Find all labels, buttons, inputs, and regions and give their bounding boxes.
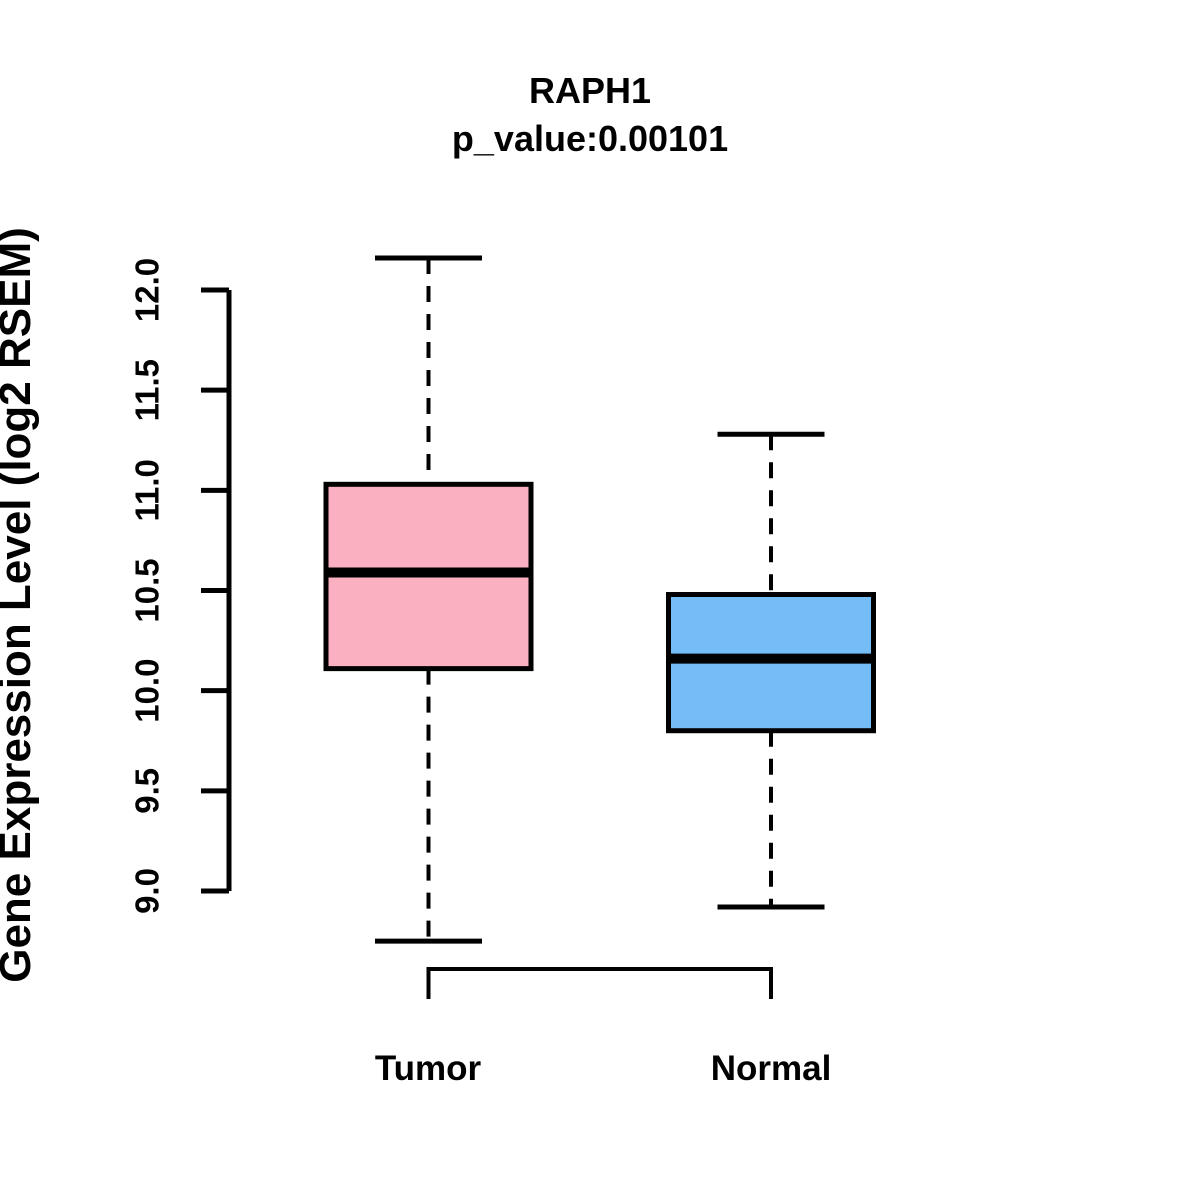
x-axis-bracket [426,967,773,999]
y-axis-tick-label: 9.0 [129,868,166,914]
y-axis-tick-label: 10.0 [129,659,166,723]
chart-title: RAPH1 [529,70,651,111]
chart-subtitle: p_value:0.00101 [452,118,728,159]
y-axis-label: Gene Expression Level (log2 RSEM) [0,227,40,983]
x-axis-label-tumor: Tumor [375,1049,482,1088]
y-axis-tick-label: 12.0 [129,258,166,322]
x-axis-label-normal: Normal [711,1049,832,1088]
y-axis-tick-label: 11.5 [129,359,166,421]
y-axis-tick-label: 9.5 [129,768,166,814]
y-axis-tick-label: 10.5 [129,558,166,622]
y-axis-tick-label: 11.0 [129,459,166,521]
